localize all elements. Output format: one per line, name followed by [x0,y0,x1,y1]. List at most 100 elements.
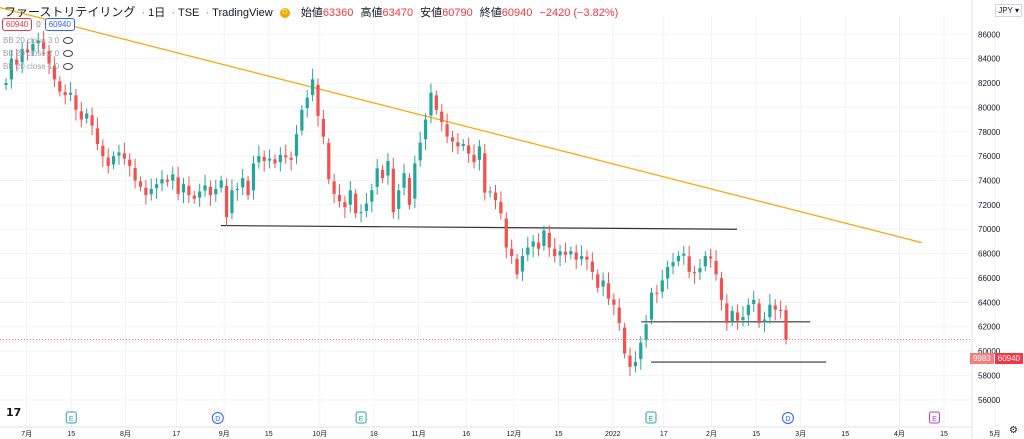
candle [579,245,584,266]
candle-body [499,201,503,214]
candle-body [633,362,637,367]
marker-shape [781,412,794,424]
candle-body [47,51,51,64]
candle-body [719,278,724,300]
candle-body [397,190,401,209]
candle [671,252,675,275]
candle-body [246,180,250,196]
candle [15,48,19,72]
candle [230,179,234,220]
x-tick-label: 15 [555,431,563,438]
candle [676,251,681,267]
eye-icon[interactable] [63,50,74,58]
candle-body [628,355,632,367]
indicator-bb-3[interactable]: BB 20 close 3 0 [3,36,74,45]
indicator-bb-1[interactable]: BB 20 close 1 0 [3,62,74,71]
candle [649,287,654,325]
candle-body [429,92,433,116]
candle-body [467,145,471,154]
candle [590,252,594,280]
marker-label: E [932,416,937,423]
candle-body [655,292,659,294]
candle [510,239,514,264]
candle-body [224,185,229,218]
candle [725,294,729,331]
candle [698,258,702,281]
x-tick-label: 2月 [706,430,717,438]
candle-body [165,179,169,182]
candle-body [235,189,239,191]
candle [63,84,67,105]
indicator-bb-2[interactable]: BB 20 close 2 0 [3,49,74,58]
candle-body [692,272,697,274]
earnings-marker: E [928,411,940,424]
y-tick-label: 68000 [978,250,1001,259]
currency-selector[interactable]: JPY ▾ [995,4,1022,17]
eye-icon[interactable] [63,37,74,45]
candle-body [725,303,729,324]
candle-body [445,124,449,137]
sell-badge[interactable]: 60940 [2,18,33,31]
candle-body [106,157,110,166]
candle [101,139,105,167]
candle [596,269,600,293]
buy-badge[interactable]: 60940 [44,18,75,31]
candle-body [20,48,24,63]
marker-shape [355,411,367,424]
candle-body [375,168,379,187]
candle-body [768,304,772,318]
source: TradingView [212,7,273,19]
gear-icon[interactable]: ⚙ [1009,425,1018,436]
candle [52,56,57,88]
candle-body [294,134,299,156]
candle-body [198,191,202,198]
candles [4,30,788,377]
candle [171,166,175,190]
candle [493,184,498,210]
candle [467,137,471,163]
candle [165,174,169,187]
x-tick-label: 5月 [990,430,1001,438]
candle [445,113,449,143]
x-tick-label: 15 [940,431,948,438]
candle-body [144,187,148,196]
candle [741,306,745,327]
dividend-marker: D [211,412,224,424]
candle [144,180,148,205]
candle [719,271,724,311]
candle-body [477,146,481,160]
candle [660,269,664,299]
candle-body [181,184,186,193]
candle [730,305,734,327]
candle [504,212,508,259]
eye-icon[interactable] [63,63,74,71]
candle-body [278,154,282,163]
marker-label: E [649,416,654,423]
candle-body [4,83,8,86]
candle-body [128,159,132,166]
candle-body [214,189,218,195]
candle [262,150,266,172]
x-tick-label: 3月 [795,430,806,438]
interval[interactable]: 1日 [148,7,166,19]
candle [655,284,659,304]
candle [74,88,78,121]
candle-body [219,180,223,188]
candle [224,178,229,227]
y-tick-label: 66000 [978,274,1001,283]
candle [181,177,186,204]
x-tick-label: 8月 [120,430,131,438]
y-tick-label: 62000 [978,323,1001,332]
candle [337,184,342,208]
y-tick-label: 78000 [978,128,1001,137]
candle-body [730,310,734,322]
candle [90,107,94,135]
close-label: 終値 [479,7,502,19]
candle [612,293,616,316]
candle-body [596,274,600,288]
candle-body [171,174,175,181]
candle [692,265,697,284]
candle-body [273,159,277,164]
symbol-name[interactable]: ファーストリテイリング [4,5,136,19]
